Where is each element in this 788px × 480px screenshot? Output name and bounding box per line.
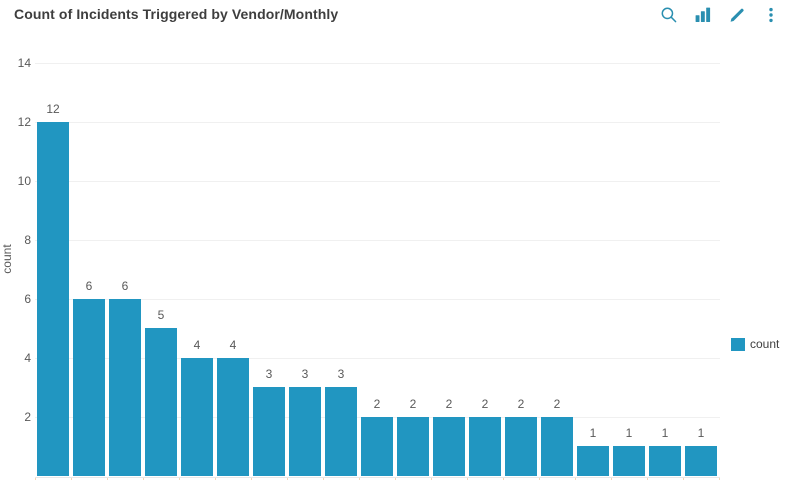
bar[interactable] <box>181 358 213 476</box>
gridline <box>35 299 720 300</box>
y-tick-label: 6 <box>24 292 31 306</box>
y-tick-label: 10 <box>17 174 31 188</box>
bar-value-label: 4 <box>229 338 237 352</box>
bar[interactable] <box>685 446 717 476</box>
x-axis-tick <box>683 478 684 480</box>
gridline <box>35 358 720 359</box>
bar[interactable] <box>541 417 573 476</box>
x-axis-line <box>35 477 720 478</box>
bar[interactable] <box>469 417 501 476</box>
edit-brush-icon[interactable] <box>728 6 746 24</box>
search-icon[interactable] <box>660 6 678 24</box>
y-tick-label: 14 <box>17 56 31 70</box>
bar-value-label: 6 <box>121 279 129 293</box>
x-axis-tick <box>107 478 108 480</box>
legend-item[interactable]: count <box>731 337 779 351</box>
bar[interactable] <box>433 417 465 476</box>
bar-value-label: 1 <box>589 426 597 440</box>
bar[interactable] <box>505 417 537 476</box>
bar-value-label: 2 <box>409 397 417 411</box>
page-title: Count of Incidents Triggered by Vendor/M… <box>14 6 339 22</box>
x-axis-tick <box>359 478 360 480</box>
bar-value-label: 3 <box>337 367 345 381</box>
x-axis-tick <box>539 478 540 480</box>
bar[interactable] <box>253 387 285 476</box>
bar[interactable] <box>397 417 429 476</box>
x-axis-tick <box>395 478 396 480</box>
x-axis-tick <box>215 478 216 480</box>
legend-swatch <box>731 337 745 351</box>
legend-label: count <box>750 337 780 351</box>
bar-value-label: 2 <box>373 397 381 411</box>
y-tick-label: 4 <box>24 351 31 365</box>
x-axis-tick <box>179 478 180 480</box>
bar-value-label: 12 <box>46 102 60 116</box>
bar[interactable] <box>361 417 393 476</box>
bar-value-label: 6 <box>85 279 93 293</box>
bar[interactable] <box>289 387 321 476</box>
bar[interactable] <box>109 299 141 476</box>
gridline <box>35 63 720 64</box>
bar[interactable] <box>73 299 105 476</box>
bar-value-label: 2 <box>445 397 453 411</box>
bar-value-label: 1 <box>661 426 669 440</box>
bar[interactable] <box>577 446 609 476</box>
kebab-menu-icon[interactable] <box>762 6 780 24</box>
gridline <box>35 240 720 241</box>
x-axis-tick <box>35 478 36 480</box>
bar-value-label: 5 <box>157 308 165 322</box>
bar[interactable] <box>217 358 249 476</box>
toolbar <box>660 6 780 24</box>
x-axis-tick <box>431 478 432 480</box>
x-axis-tick <box>611 478 612 480</box>
x-axis-tick <box>71 478 72 480</box>
x-axis-tick <box>503 478 504 480</box>
bar-value-label: 3 <box>265 367 273 381</box>
gridline <box>35 181 720 182</box>
x-axis-tick <box>143 478 144 480</box>
gridline <box>35 122 720 123</box>
x-axis-tick <box>575 478 576 480</box>
x-axis-tick <box>287 478 288 480</box>
bar-value-label: 4 <box>193 338 201 352</box>
y-tick-label: 12 <box>17 115 31 129</box>
bar-value-label: 3 <box>301 367 309 381</box>
bar-value-label: 1 <box>625 426 633 440</box>
bar[interactable] <box>325 387 357 476</box>
bar-value-label: 1 <box>697 426 705 440</box>
bar[interactable] <box>37 122 69 476</box>
y-tick-label: 8 <box>24 233 31 247</box>
bar-value-label: 2 <box>517 397 525 411</box>
bar-value-label: 2 <box>481 397 489 411</box>
bar-chart-icon[interactable] <box>694 6 712 24</box>
x-axis-tick <box>467 478 468 480</box>
bar[interactable] <box>145 328 177 476</box>
y-tick-label: 2 <box>24 410 31 424</box>
x-axis-tick <box>251 478 252 480</box>
bar[interactable] <box>613 446 645 476</box>
x-axis-tick <box>647 478 648 480</box>
x-axis-tick <box>323 478 324 480</box>
bar[interactable] <box>649 446 681 476</box>
x-axis-tick <box>719 478 720 480</box>
bar-value-label: 2 <box>553 397 561 411</box>
